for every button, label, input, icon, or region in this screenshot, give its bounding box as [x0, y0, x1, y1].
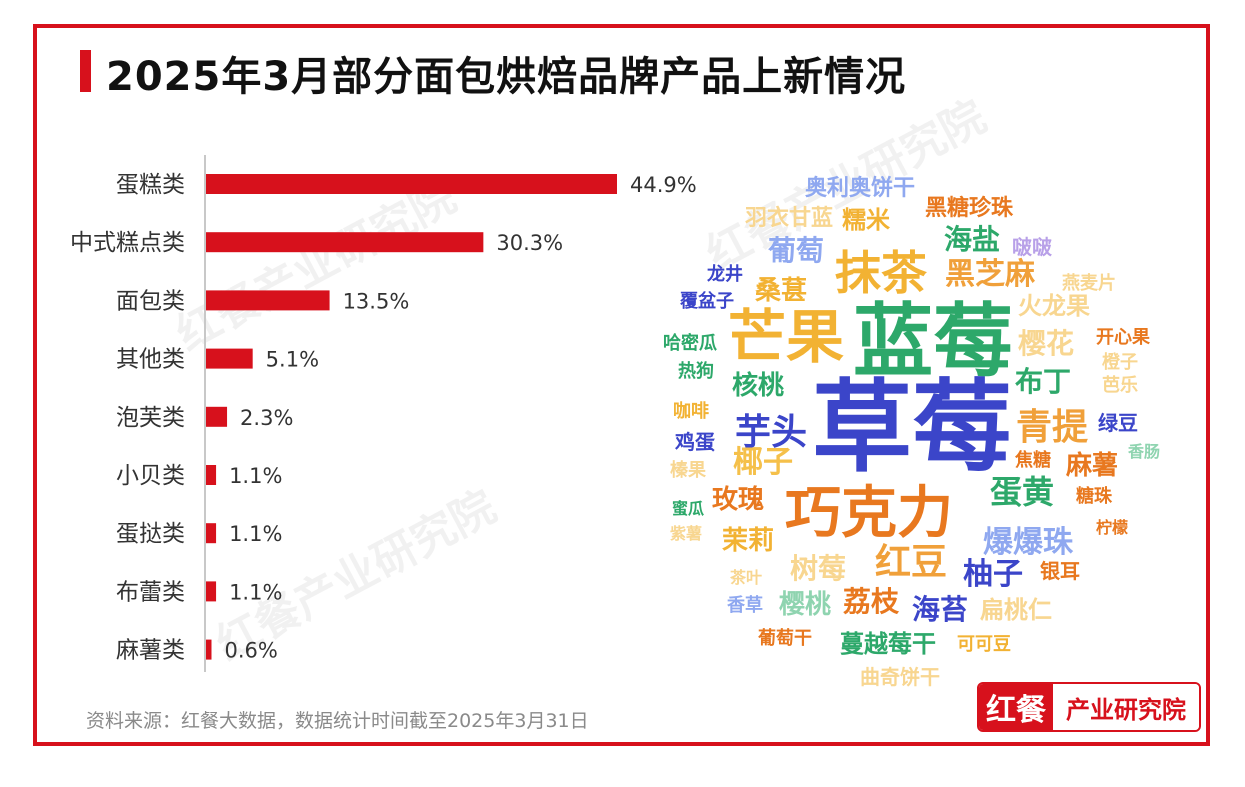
word-cloud-term: 桑葚: [755, 276, 808, 306]
bar: [206, 581, 217, 602]
word-cloud-term: 紫薯: [670, 524, 703, 543]
word-cloud-term: 茉莉: [722, 526, 775, 556]
word-cloud-term: 柠檬: [1096, 518, 1129, 537]
word-cloud-term: 蓝莓: [853, 295, 1013, 388]
category-label: 面包类: [116, 288, 185, 314]
category-label: 中式糕点类: [70, 230, 185, 256]
word-cloud-term: 龙井: [707, 264, 743, 285]
bar: [206, 406, 228, 427]
word-cloud-term: 玫瑰: [712, 485, 765, 515]
category-label: 小贝类: [116, 463, 185, 489]
category-label: 泡芙类: [116, 405, 185, 431]
chart-title: 2025年3月部分面包烘焙品牌产品上新情况: [106, 54, 907, 100]
category-label: 蛋挞类: [116, 521, 185, 547]
word-cloud-term: 曲奇饼干: [860, 665, 940, 689]
bar: [206, 348, 253, 369]
word-cloud-term: 芋头: [735, 412, 808, 453]
word-cloud-term: 覆盆子: [680, 291, 734, 312]
word-cloud-term: 香草: [727, 595, 763, 616]
word-cloud-term: 海盐: [944, 223, 1001, 256]
bar: [206, 523, 217, 544]
category-label: 麻薯类: [116, 638, 185, 664]
bar: [206, 232, 484, 253]
word-cloud-term: 开心果: [1096, 327, 1150, 348]
category-label: 布蕾类: [116, 579, 185, 605]
value-label: 0.6%: [224, 639, 277, 663]
word-cloud-term: 蜜瓜: [672, 499, 705, 518]
value-label: 13.5%: [343, 289, 410, 313]
word-cloud-term: 热狗: [678, 361, 714, 382]
value-label: 1.1%: [229, 464, 282, 488]
word-cloud-term: 布丁: [1015, 365, 1072, 398]
word-cloud-term: 哈密瓜: [663, 333, 717, 354]
word-cloud-term: 榛果: [670, 460, 706, 481]
value-label: 2.3%: [240, 406, 293, 430]
value-label: 1.1%: [229, 580, 282, 604]
word-cloud-term: 樱花: [1018, 327, 1075, 360]
category-label: 其他类: [116, 347, 185, 373]
word-cloud-term: 葡萄干: [758, 628, 812, 649]
word-cloud-term: 火龙果: [1018, 292, 1090, 320]
word-cloud-term: 青提: [1016, 407, 1089, 448]
logo-text: 产业研究院: [1053, 684, 1199, 730]
value-label: 5.1%: [266, 348, 319, 372]
word-cloud-term: 荔枝: [843, 585, 900, 618]
word-cloud-term: 红豆: [875, 542, 948, 583]
word-cloud-term: 黑芝麻: [945, 257, 1035, 292]
word-cloud-term: 绿豆: [1098, 411, 1138, 435]
value-label: 44.9%: [630, 173, 697, 197]
word-cloud-term: 茶叶: [730, 568, 763, 587]
bar: [206, 174, 617, 194]
word-cloud-term: 焦糖: [1015, 450, 1051, 471]
word-cloud-term: 咖啡: [673, 401, 709, 422]
value-label: 1.1%: [229, 522, 282, 546]
word-cloud-term: 巧克力: [785, 481, 953, 546]
word-cloud-term: 芒果: [728, 303, 845, 371]
logo-mark: 红餐: [979, 684, 1053, 730]
word-cloud-term: 海苔: [912, 593, 969, 626]
word-cloud-term: 草莓: [812, 369, 1012, 486]
word-cloud-term: 樱桃: [779, 590, 832, 620]
word-cloud-term: 羽衣甘蓝: [745, 206, 834, 231]
word-cloud-term: 麻薯: [1066, 451, 1119, 481]
category-label: 蛋糕类: [116, 172, 185, 198]
word-cloud-term: 柚子: [963, 557, 1023, 592]
word-cloud-term: 香肠: [1128, 442, 1161, 461]
word-cloud-term: 橙子: [1102, 352, 1138, 373]
chart-frame: [33, 24, 1210, 746]
word-cloud-term: 爆爆珠: [983, 525, 1073, 560]
word-cloud-term: 核桃: [732, 371, 785, 401]
brand-logo: 红餐 产业研究院: [977, 682, 1201, 732]
word-cloud-term: 糯米: [842, 206, 890, 234]
word-cloud-term: 鸡蛋: [675, 430, 715, 454]
word-cloud-term: 蔓越莓干: [840, 630, 936, 658]
word-cloud-term: 可可豆: [957, 634, 1011, 655]
value-label: 30.3%: [496, 231, 563, 255]
title-accent-bar: [80, 50, 91, 92]
bar: [206, 465, 217, 485]
source-note: 资料来源：红餐大数据，数据统计时间截至2025年3月31日: [86, 710, 589, 732]
word-cloud-term: 抹茶: [835, 246, 927, 300]
word-cloud-term: 蛋黄: [990, 473, 1055, 511]
word-cloud-term: 银耳: [1040, 559, 1080, 583]
word-cloud-term: 黑糖珍珠: [925, 196, 1014, 221]
word-cloud-term: 糖珠: [1076, 486, 1112, 507]
word-cloud-term: 葡萄: [768, 234, 825, 267]
bar: [206, 290, 330, 311]
word-cloud-term: 芭乐: [1102, 375, 1138, 396]
word-cloud-term: 啵啵: [1012, 235, 1052, 259]
word-cloud-term: 扁桃仁: [980, 596, 1052, 624]
word-cloud-term: 燕麦片: [1062, 273, 1116, 294]
bar: [206, 639, 212, 660]
word-cloud-term: 椰子: [733, 445, 793, 480]
word-cloud-term: 树莓: [790, 552, 847, 585]
word-cloud-term: 奥利奥饼干: [805, 176, 916, 201]
